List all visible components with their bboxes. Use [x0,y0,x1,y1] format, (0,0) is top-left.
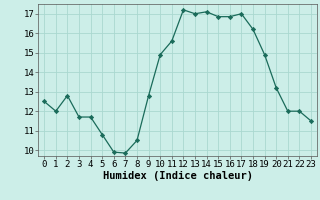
X-axis label: Humidex (Indice chaleur): Humidex (Indice chaleur) [103,171,252,181]
